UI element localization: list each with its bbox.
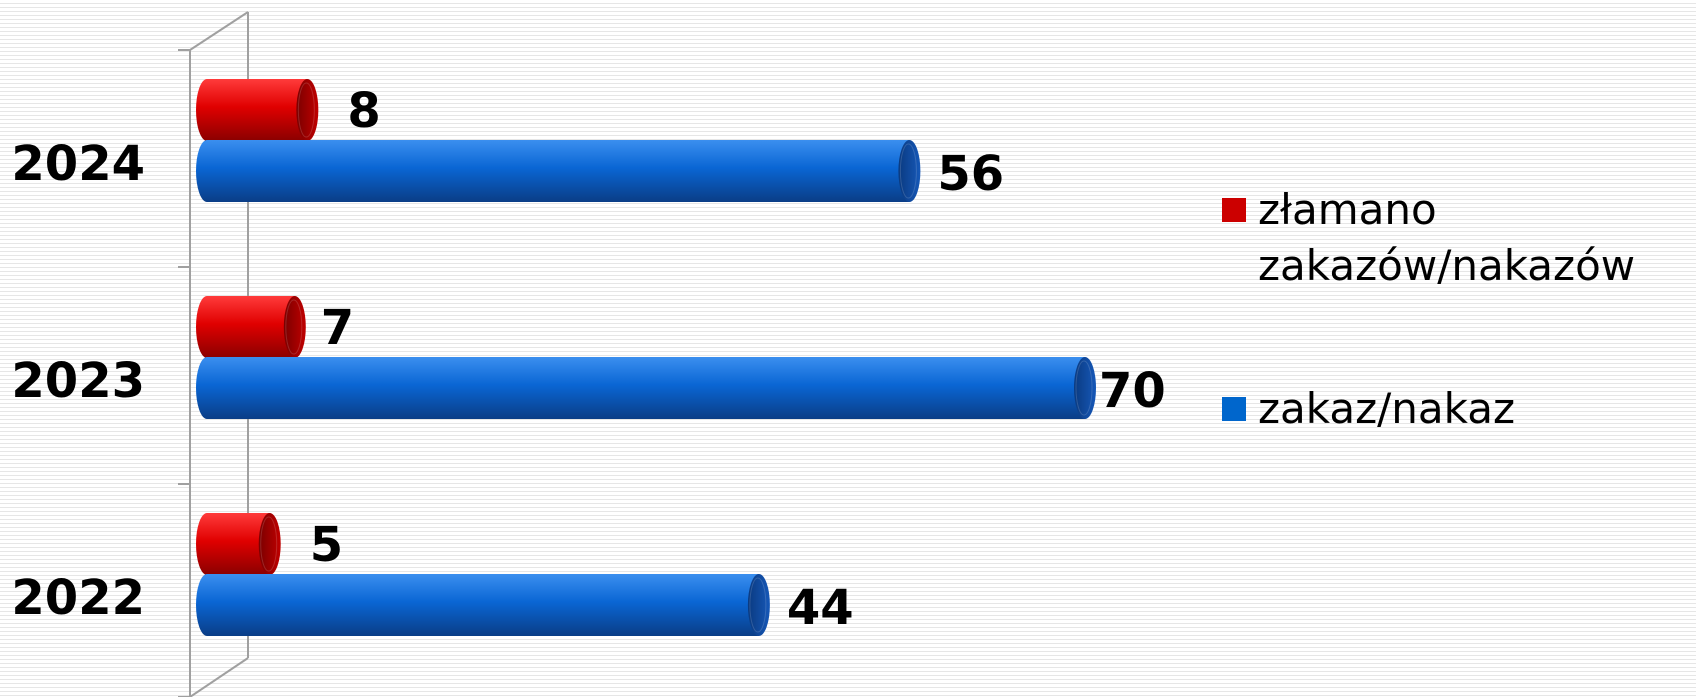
data-label: 5 xyxy=(310,517,343,573)
legend-label: zakaz/nakaz xyxy=(1258,384,1515,433)
bar-series-1 xyxy=(196,79,319,141)
category-label: 2022 xyxy=(11,570,145,626)
legend-label: złamano xyxy=(1258,185,1437,234)
chart-legend: złamano zakazów/nakazów zakaz/nakaz xyxy=(1222,185,1635,433)
bar-series-2 xyxy=(196,140,921,202)
category-label: 2023 xyxy=(11,353,145,409)
bar-series-1 xyxy=(196,513,281,575)
data-label: 8 xyxy=(347,83,380,139)
axis-top-depth xyxy=(189,11,249,51)
chart-labels: 2024 8 56 2023 7 70 2022 5 44 xyxy=(11,83,1165,636)
legend-item: zakaz/nakaz xyxy=(1222,384,1515,433)
bar-series-1 xyxy=(196,296,306,358)
bar-series-2 xyxy=(196,357,1096,419)
legend-item: złamano zakazów/nakazów xyxy=(1222,185,1635,290)
legend-swatch xyxy=(1222,198,1246,222)
data-label: 44 xyxy=(787,580,854,636)
legend-label: zakazów/nakazów xyxy=(1258,241,1635,290)
bar-series-2 xyxy=(196,574,770,636)
chart-bars xyxy=(196,79,1096,636)
legend-swatch xyxy=(1222,397,1246,421)
data-label: 7 xyxy=(321,300,354,356)
category-label: 2024 xyxy=(11,136,145,192)
data-label: 70 xyxy=(1099,363,1166,419)
data-label: 56 xyxy=(937,146,1004,202)
axis-bottom-depth xyxy=(189,657,249,697)
